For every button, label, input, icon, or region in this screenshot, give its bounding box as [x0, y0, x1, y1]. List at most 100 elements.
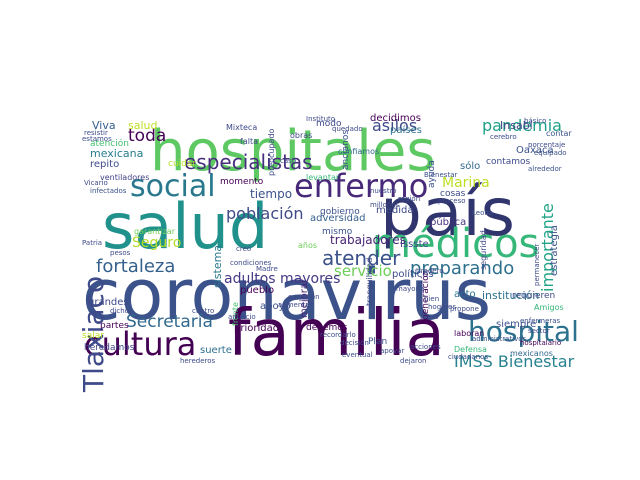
wordcloud-word: Seguro	[132, 235, 182, 251]
wordcloud-word: contar	[546, 129, 572, 138]
wordcloud-word: nuestro	[370, 187, 397, 195]
wordcloud-word: población	[226, 204, 304, 223]
wordcloud-word: coronavirus	[82, 254, 492, 336]
wordcloud-word: enfermo	[294, 167, 429, 205]
wordcloud-word: conexión	[288, 293, 320, 301]
wordcloud-word: asilos	[372, 116, 418, 135]
wordcloud-word: cuidar	[168, 159, 197, 169]
wordcloud-word: Plan	[368, 337, 388, 347]
wordcloud-word: creó	[236, 245, 252, 253]
wordcloud-word: mexicanos	[510, 349, 553, 358]
wordcloud-word: Mixteca	[226, 123, 258, 132]
wordcloud-word: básico	[524, 117, 547, 125]
wordcloud-word: atender	[322, 246, 401, 270]
wordcloud-word: ciudadanos	[448, 353, 489, 361]
wordcloud-word: falta	[240, 137, 258, 146]
wordcloud-word: preparando	[410, 258, 515, 279]
wordcloud-word: estrategia	[549, 225, 560, 276]
wordcloud-word: aumentar	[278, 301, 313, 309]
wordcloud-word: acciones	[410, 343, 441, 351]
wordcloud-word: Marina	[442, 175, 490, 191]
wordcloud-word: Viva	[92, 119, 116, 132]
wordcloud-word: millones	[370, 201, 400, 209]
wordcloud-word: cerebro	[490, 133, 517, 141]
wordcloud-word: tiradero	[416, 267, 444, 275]
wordcloud-word: mexicana	[90, 147, 144, 160]
wordcloud-word: cultura	[84, 325, 197, 363]
wordcloud-word: gobierno	[320, 207, 360, 217]
wordcloud-word: bien	[424, 295, 440, 303]
wordcloud-word: modo	[316, 119, 342, 129]
wordcloud-word: Vicario	[84, 179, 108, 187]
wordcloud-word: región	[398, 195, 421, 203]
wordcloud-word: acto	[454, 289, 476, 300]
wordcloud-word: administrativos	[472, 335, 527, 343]
wordcloud-word: especialistas	[184, 150, 313, 174]
wordcloud-word: pública	[430, 217, 467, 228]
wordcloud-word: momento	[220, 177, 264, 187]
wordcloud-word: herederos	[180, 357, 216, 365]
wordcloud-word: porcentaje	[528, 141, 566, 149]
wordcloud-word: tranquilidad	[365, 257, 374, 306]
wordcloud-word: dicho	[110, 307, 129, 315]
wordcloud-word: país	[380, 174, 516, 251]
wordcloud-word: Madre	[256, 265, 278, 273]
wordcloud-word: Secretaría	[126, 312, 213, 332]
wordcloud-word: hogares	[428, 303, 457, 311]
wordcloud-word: Amigos	[534, 303, 564, 312]
wordcloud-word: pesos	[110, 249, 131, 257]
wordcloud-word: adultos mayores	[224, 271, 341, 287]
wordcloud-word: anuncio	[228, 313, 256, 321]
wordcloud-word: adversidad	[310, 213, 366, 224]
wordcloud-word: social	[130, 169, 216, 204]
wordcloud-word: Bienestar	[424, 171, 458, 179]
wordcloud-word: años	[298, 241, 318, 250]
wordcloud-word: fortaleza	[96, 256, 176, 277]
wordcloud-word: salar	[82, 331, 104, 341]
wordcloud-word: garantizar	[134, 227, 175, 236]
wordcloud-word: medida	[376, 205, 414, 216]
wordcloud-word: plazo	[420, 313, 439, 321]
wordcloud-word: eventual	[342, 351, 373, 359]
wordcloud-word: familia	[228, 297, 445, 371]
wordcloud-word: resistir	[84, 129, 108, 137]
wordcloud-word: condiciones	[230, 259, 272, 267]
wordcloud-word: apoyar	[380, 347, 405, 355]
wordcloud-word: preocupado	[267, 128, 276, 176]
wordcloud-word: permanecer	[533, 243, 541, 286]
wordcloud-word: pueblo	[240, 285, 275, 296]
wordcloud-word: seguridad	[479, 230, 488, 270]
wordcloud-word: decidimos	[370, 113, 421, 124]
wordcloud-word: trabajadores	[330, 233, 406, 247]
wordcloud-word: proceso	[438, 197, 466, 205]
wordcloud-word: ventiladores	[100, 173, 150, 182]
wordcloud-word: debemos	[306, 323, 348, 333]
wordcloud-word: tiempo	[250, 187, 293, 201]
wordcloud-word: hospital	[468, 315, 579, 348]
wordcloud-word: siempre	[496, 319, 537, 330]
wordcloud-word: partes	[100, 321, 129, 331]
wordcloud-word: quedado	[332, 125, 363, 133]
wordcloud-word: Oaxaca	[516, 145, 554, 156]
wordcloud-word: enfermeras	[520, 317, 561, 325]
wordcloud-word: sistema	[211, 244, 224, 288]
wordcloud-word: mayoría	[396, 285, 425, 293]
wordcloud-word: obras	[290, 131, 313, 140]
wordcloud-word: levantar	[306, 173, 340, 182]
wordcloud-word: recordarlo	[320, 331, 356, 339]
wordcloud-word: sector	[528, 327, 550, 335]
wordcloud-word: hospitales	[150, 119, 436, 184]
wordcloud-word: salud	[102, 190, 269, 263]
wordcloud-word: dejaron	[400, 357, 427, 365]
wordcloud-word: propone	[450, 305, 479, 313]
wordcloud-word: cuatro	[192, 307, 215, 315]
wordcloud-word: servicio	[334, 262, 392, 280]
wordcloud-word: toda	[128, 126, 167, 146]
wordcloud-word: Instituto	[306, 115, 336, 123]
wordcloud-word: Patria	[82, 239, 103, 247]
wordcloud-word: sólo	[460, 161, 481, 172]
wordcloud-word: heredamos	[84, 343, 135, 353]
wordcloud-word: laboran	[454, 329, 485, 338]
wordcloud-word: confiamos	[338, 147, 380, 156]
wordcloud-word: repito	[90, 159, 120, 170]
